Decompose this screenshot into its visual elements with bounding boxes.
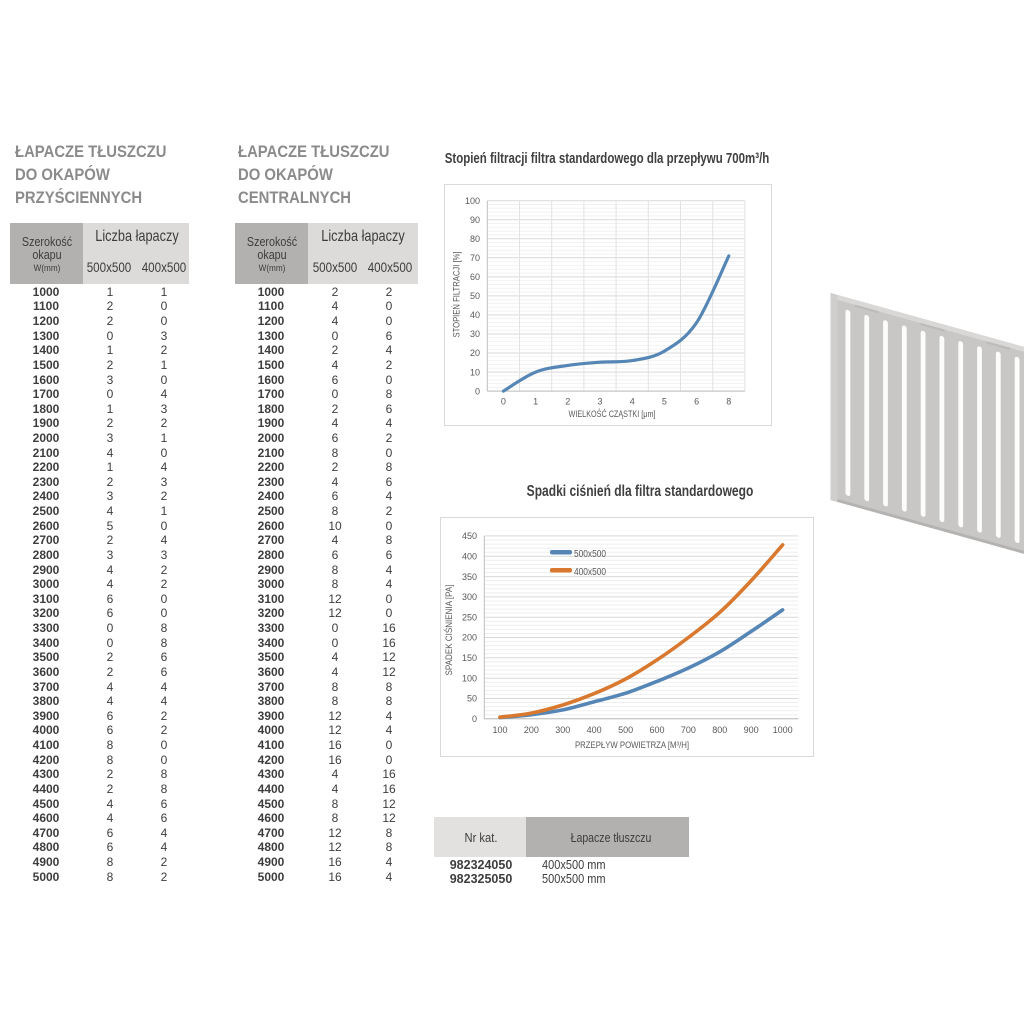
svg-text:150: 150	[462, 653, 477, 663]
svg-text:10: 10	[470, 367, 480, 377]
svg-text:90: 90	[470, 215, 480, 225]
svg-text:50: 50	[467, 694, 477, 704]
svg-text:200: 200	[524, 725, 539, 735]
svg-text:500x500: 500x500	[574, 549, 606, 560]
svg-text:PRZEPŁYW POWIETRZA [M³/H]: PRZEPŁYW POWIETRZA [M³/H]	[575, 740, 689, 751]
svg-text:900: 900	[744, 725, 759, 735]
svg-text:60: 60	[470, 272, 480, 282]
svg-text:50: 50	[470, 291, 480, 301]
svg-text:100: 100	[462, 673, 477, 683]
svg-text:WIELKOŚĆ CZĄSTKI [μm]: WIELKOŚĆ CZĄSTKI [μm]	[569, 408, 656, 420]
svg-text:80: 80	[470, 234, 480, 244]
svg-text:700: 700	[681, 725, 696, 735]
svg-text:SPADEK CIŚNIENIA [PA]: SPADEK CIŚNIENIA [PA]	[443, 585, 455, 676]
svg-text:400: 400	[587, 725, 602, 735]
svg-text:250: 250	[462, 612, 477, 622]
svg-text:6: 6	[694, 397, 699, 407]
svg-text:1: 1	[533, 397, 538, 407]
svg-text:3: 3	[597, 397, 602, 407]
svg-text:2: 2	[565, 397, 570, 407]
svg-text:300: 300	[462, 592, 477, 602]
svg-text:500: 500	[618, 725, 633, 735]
svg-text:20: 20	[470, 348, 480, 358]
svg-text:30: 30	[470, 329, 480, 339]
svg-text:350: 350	[462, 572, 477, 582]
svg-text:0: 0	[475, 386, 480, 396]
svg-text:1000: 1000	[773, 725, 793, 735]
svg-text:450: 450	[462, 531, 477, 541]
svg-text:4: 4	[630, 397, 635, 407]
svg-text:400: 400	[462, 552, 477, 562]
svg-text:600: 600	[649, 725, 664, 735]
svg-text:200: 200	[462, 633, 477, 643]
svg-text:300: 300	[555, 725, 570, 735]
svg-text:100: 100	[492, 725, 507, 735]
svg-text:0: 0	[472, 714, 477, 724]
svg-text:40: 40	[470, 310, 480, 320]
svg-text:400x500: 400x500	[574, 567, 606, 578]
svg-text:800: 800	[712, 725, 727, 735]
svg-text:5: 5	[662, 397, 667, 407]
svg-text:0: 0	[501, 397, 506, 407]
svg-text:100: 100	[465, 196, 480, 206]
svg-text:70: 70	[470, 253, 480, 263]
svg-text:8: 8	[726, 397, 731, 407]
svg-text:STOPIEŃ FILTRACJI [%]: STOPIEŃ FILTRACJI [%]	[452, 252, 463, 338]
